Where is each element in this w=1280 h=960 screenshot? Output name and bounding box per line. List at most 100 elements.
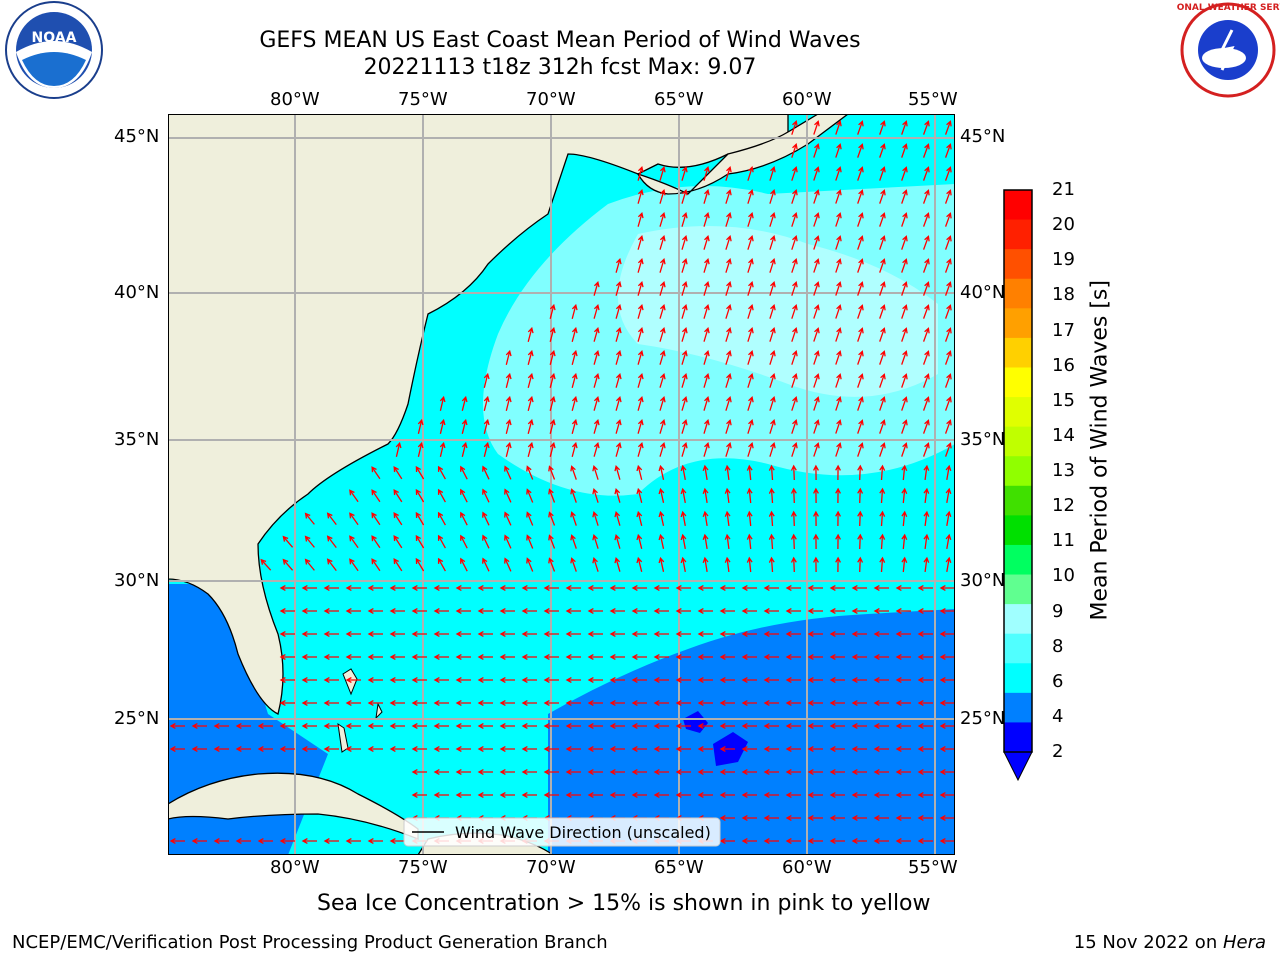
wind-wave-arrow bbox=[747, 419, 754, 434]
wind-wave-arrow bbox=[415, 534, 425, 549]
wind-wave-arrow bbox=[813, 120, 820, 135]
wind-wave-arrow bbox=[631, 723, 647, 729]
wind-wave-arrow bbox=[411, 769, 427, 775]
wind-wave-arrow bbox=[659, 419, 666, 434]
wind-wave-arrow bbox=[807, 723, 823, 729]
wind-wave-arrow bbox=[570, 465, 577, 480]
wind-wave-arrow bbox=[763, 608, 779, 614]
wind-wave-arrow bbox=[593, 281, 600, 296]
wind-wave-arrow bbox=[437, 511, 446, 526]
wind-wave-arrow bbox=[917, 585, 933, 591]
wind-wave-arrow bbox=[901, 350, 908, 365]
wind-wave-arrow bbox=[724, 464, 731, 480]
wind-wave-arrow bbox=[741, 677, 757, 683]
wind-wave-arrow bbox=[791, 189, 798, 204]
wind-wave-arrow bbox=[719, 677, 735, 683]
wind-wave-arrow bbox=[482, 534, 490, 549]
wind-wave-arrow bbox=[703, 258, 710, 273]
wind-wave-arrow bbox=[527, 349, 534, 365]
wind-wave-arrow bbox=[675, 585, 691, 591]
wind-wave-arrow bbox=[741, 746, 757, 752]
wind-wave-arrow bbox=[169, 746, 185, 752]
lat-label-left-30: 30°N bbox=[114, 570, 160, 591]
colorbar-tick-label: 2 bbox=[1052, 741, 1064, 762]
wind-wave-arrow bbox=[549, 303, 556, 319]
wind-wave-arrow bbox=[851, 792, 867, 798]
wind-wave-arrow bbox=[499, 723, 515, 729]
wind-wave-arrow bbox=[593, 327, 600, 342]
wind-wave-arrow bbox=[769, 212, 776, 227]
wind-wave-arrow bbox=[873, 677, 889, 683]
wind-wave-arrow bbox=[631, 700, 647, 706]
wind-wave-arrow bbox=[857, 120, 864, 135]
wind-wave-arrow bbox=[807, 700, 823, 706]
wind-wave-arrow bbox=[768, 556, 775, 573]
wind-wave-arrow bbox=[857, 235, 864, 250]
wind-wave-arrow bbox=[437, 534, 446, 549]
wind-wave-arrow bbox=[615, 258, 622, 273]
wind-wave-arrow bbox=[719, 792, 735, 798]
wind-wave-arrow bbox=[411, 585, 427, 591]
wind-wave-arrow bbox=[499, 608, 515, 614]
wind-wave-arrow bbox=[785, 608, 801, 614]
wind-wave-arrow bbox=[675, 654, 691, 660]
wind-wave-arrow bbox=[851, 746, 867, 752]
wind-wave-arrow bbox=[851, 654, 867, 660]
wind-wave-arrow bbox=[653, 677, 669, 683]
lon-label-bottom-55: 55°W bbox=[908, 857, 958, 878]
wind-wave-arrow bbox=[483, 372, 490, 388]
wind-wave-arrow bbox=[879, 533, 886, 550]
wind-wave-arrow bbox=[389, 654, 405, 660]
wind-wave-arrow bbox=[702, 533, 709, 550]
wind-wave-arrow bbox=[719, 746, 735, 752]
wind-wave-arrow bbox=[895, 677, 911, 683]
wind-wave-arrow bbox=[879, 235, 886, 250]
wind-wave-arrow bbox=[631, 585, 647, 591]
wind-wave-arrow bbox=[703, 327, 710, 342]
colorbar-segment bbox=[1004, 337, 1032, 368]
wind-wave-arrow bbox=[521, 677, 537, 683]
wind-wave-arrow bbox=[702, 556, 709, 573]
wind-wave-arrow bbox=[543, 654, 559, 660]
wind-wave-arrow bbox=[659, 373, 666, 388]
wind-wave-arrow bbox=[504, 511, 512, 526]
wind-wave-arrow bbox=[702, 487, 709, 504]
wind-wave-arrow bbox=[807, 769, 823, 775]
wind-wave-arrow bbox=[747, 189, 754, 204]
wind-wave-arrow bbox=[301, 838, 317, 844]
wind-wave-arrow bbox=[505, 349, 512, 365]
wind-wave-arrow bbox=[571, 441, 578, 457]
chart-subtitle: 20221113 t18z 312h fcst Max: 9.07 bbox=[363, 55, 757, 80]
wind-wave-arrow bbox=[895, 723, 911, 729]
wind-wave-arrow bbox=[944, 235, 952, 250]
wind-wave-arrow bbox=[433, 700, 449, 706]
wind-wave-arrow bbox=[326, 535, 337, 548]
wind-wave-arrow bbox=[747, 166, 754, 181]
wind-wave-arrow bbox=[395, 441, 402, 457]
wind-wave-arrow bbox=[945, 487, 952, 504]
wind-wave-arrow bbox=[703, 350, 710, 365]
wind-wave-arrow bbox=[477, 608, 493, 614]
wind-wave-arrow bbox=[763, 792, 779, 798]
wind-wave-arrow bbox=[703, 396, 710, 411]
wind-wave-arrow bbox=[724, 533, 731, 549]
wind-wave-arrow bbox=[747, 396, 754, 411]
wind-wave-arrow bbox=[939, 769, 955, 775]
wind-wave-arrow bbox=[747, 281, 754, 296]
wind-wave-arrow bbox=[741, 815, 757, 821]
wind-wave-arrow bbox=[527, 418, 534, 434]
wind-wave-arrow bbox=[371, 535, 381, 549]
wind-wave-arrow bbox=[763, 654, 779, 660]
wind-wave-arrow bbox=[922, 442, 930, 457]
wind-wave-arrow bbox=[703, 281, 710, 296]
wind-wave-arrow bbox=[326, 512, 337, 525]
wind-wave-arrow bbox=[504, 534, 512, 549]
colorbar-segment bbox=[1004, 190, 1032, 221]
lon-label-bottom-70: 70°W bbox=[526, 857, 576, 878]
wind-wave-arrow bbox=[879, 487, 886, 504]
lat-label-right-45: 45°N bbox=[960, 126, 1006, 147]
wind-wave-arrow bbox=[681, 166, 688, 181]
wind-wave-arrow bbox=[873, 792, 889, 798]
wind-wave-arrow bbox=[460, 511, 468, 526]
wind-wave-arrow bbox=[769, 442, 776, 457]
